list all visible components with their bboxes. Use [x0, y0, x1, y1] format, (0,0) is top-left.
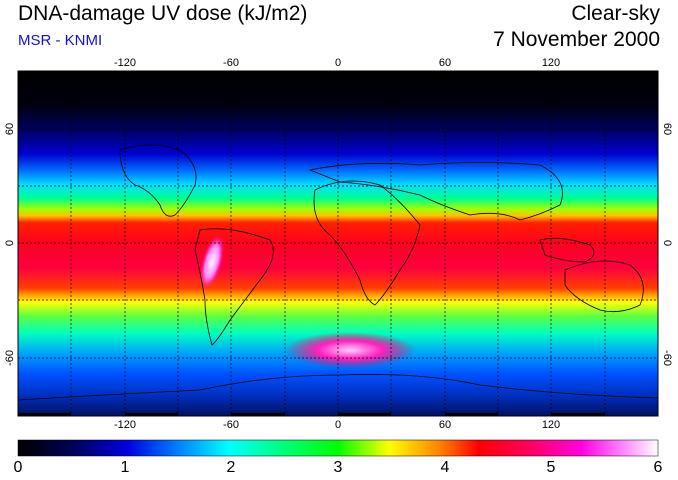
map-frame: [17, 70, 659, 417]
lon-tick-bottom: 0: [335, 419, 341, 431]
lat-tick-left: 0: [4, 240, 16, 246]
colorbar-label: 1: [120, 459, 130, 476]
andes-hotspot: [199, 234, 225, 290]
lat-tick-left: -60: [4, 350, 16, 366]
lon-tick-top: -60: [223, 57, 239, 69]
colorbar-label: 4: [440, 459, 450, 476]
sky-condition: Clear-sky: [571, 2, 660, 25]
lon-tick-bottom: -120: [114, 419, 136, 431]
map-title: DNA-damage UV dose (kJ/m2): [18, 2, 308, 25]
coastlines: [18, 144, 658, 401]
source-label: MSR - KNMI: [18, 32, 103, 49]
lat-tick-right: 60: [661, 123, 673, 135]
lon-tick-top: 60: [439, 57, 451, 69]
colorbar-label: 0: [13, 459, 23, 476]
colorbar-label: 6: [653, 459, 663, 476]
colorbar-label: 2: [226, 459, 236, 476]
colorbar-label: 5: [546, 459, 556, 476]
lat-tick-right: 0: [661, 240, 673, 246]
antarctic-hotspot: [285, 332, 415, 368]
lat-tick-right: -60: [661, 350, 673, 366]
lon-tick-top: 120: [542, 57, 560, 69]
lon-tick-top: 0: [335, 57, 341, 69]
lon-tick-bottom: 60: [439, 419, 451, 431]
colorbar-label: 3: [333, 459, 343, 476]
graticule: [18, 71, 658, 416]
date-label: 7 November 2000: [493, 28, 660, 51]
lon-tick-top: -120: [114, 57, 136, 69]
lat-tick-left: 60: [4, 123, 16, 135]
colorbar: [17, 439, 659, 457]
lon-tick-bottom: 120: [542, 419, 560, 431]
lon-tick-bottom: -60: [223, 419, 239, 431]
